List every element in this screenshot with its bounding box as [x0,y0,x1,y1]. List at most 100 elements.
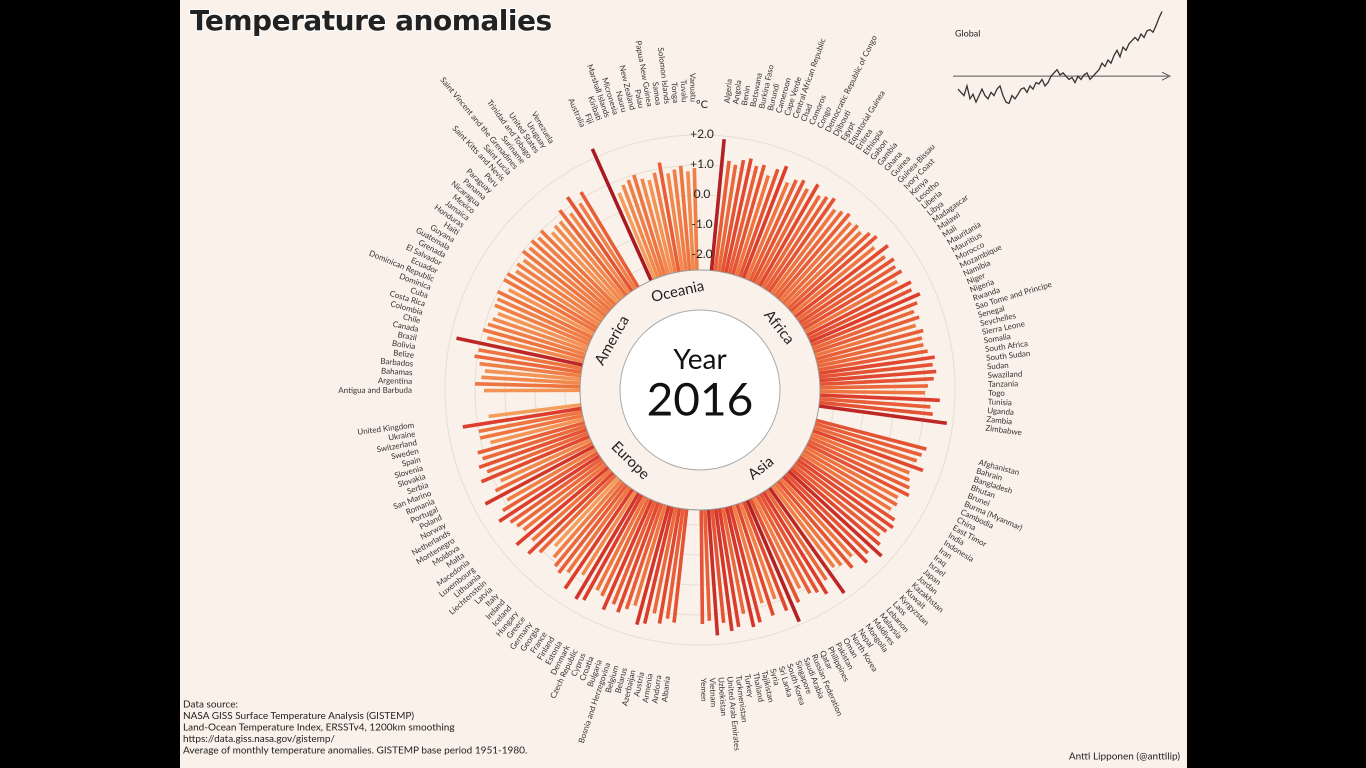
bar [751,179,806,284]
bar [496,289,593,340]
bar [642,506,675,624]
bar [764,488,828,581]
source-line: Data source: [183,699,238,711]
y-tick-label: -2.0 [691,246,712,261]
bar [477,420,586,455]
bar [727,165,759,275]
bar [802,269,903,331]
bar [558,209,628,297]
bar [798,455,896,522]
bar [745,499,801,623]
bar [818,404,948,426]
bar [484,369,581,382]
bar [478,348,583,371]
chart-title: Temperature anomalies [190,4,552,37]
bar [635,505,671,626]
bar [807,288,913,341]
country-label: Antigua and Barbuda [338,385,412,395]
bar [806,442,910,498]
bar [537,236,614,309]
bar [503,277,597,333]
bar [804,279,898,334]
bar [462,406,582,429]
bar [480,434,591,484]
bar [794,244,890,319]
bar [792,464,881,537]
bar [456,336,584,367]
bar [706,509,720,636]
bar [770,208,837,295]
bar [713,160,731,272]
bar [813,425,918,463]
country-label: Samoa [650,81,663,106]
bar [784,472,870,555]
bar [789,235,878,313]
country-label: Somalia [983,331,1012,345]
country-label: Ukraine [388,428,417,442]
bar [810,301,918,347]
bar [601,499,654,611]
bar [482,424,587,461]
bar [778,221,852,303]
inner-circle [619,309,781,471]
bar [819,396,931,409]
country-label: Spain [401,454,422,468]
bar [527,471,615,555]
bar [528,246,610,315]
bar [678,165,692,271]
bar [479,413,584,440]
bar [530,239,612,312]
country-label: Chile [402,311,422,325]
bar [816,336,923,365]
bar [813,315,920,354]
bar [807,439,911,490]
bar [616,501,661,613]
bar [755,494,812,595]
bar [611,500,657,605]
bar [786,231,871,310]
bar [810,432,910,475]
bar [754,188,810,286]
bar [819,376,934,387]
bar [748,179,798,282]
bar [699,509,705,625]
bar [773,210,844,298]
country-label: Benin [739,85,752,107]
bar [486,336,584,364]
bar [509,457,603,524]
bar [731,164,766,276]
bar [494,303,590,346]
y-tick-label: +1.0 [690,156,714,171]
bar [531,468,612,542]
bar [789,466,881,546]
country-label: Tuvalu [679,79,690,102]
country-label: Belize [393,347,415,359]
bar [709,138,726,271]
bar [784,231,862,308]
country-label: Zimbabwe [985,423,1023,438]
bar [553,224,622,302]
source-line: NASA GISS Surface Temperature Analysis (… [183,710,414,722]
country-label: Armenia [640,673,655,704]
bar [569,212,631,295]
bar [497,311,589,350]
bar [626,179,663,278]
country-label: Tunisia [988,396,1013,407]
bar [672,169,688,272]
source-line: Land-Ocean Temperature Index, ERSSTv4, 1… [183,722,455,734]
bar [600,497,650,597]
bar [814,422,923,457]
bar [731,504,764,604]
bar [776,212,851,300]
bar [745,182,790,281]
bar [492,317,588,353]
bar [817,349,928,372]
country-label: Syria [768,667,782,686]
bar [580,490,638,576]
unit-label: °C [696,98,709,111]
bar [522,463,608,532]
bar [773,482,843,567]
bar [515,466,610,547]
bar [657,507,682,624]
bar [752,496,802,590]
